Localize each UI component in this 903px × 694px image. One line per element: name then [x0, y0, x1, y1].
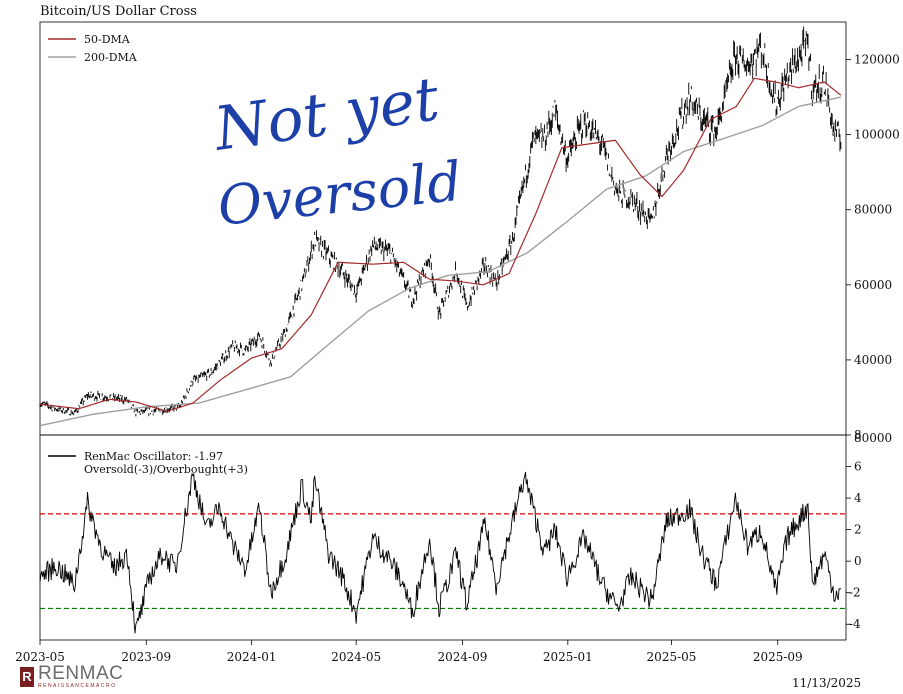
- legend-osc-label: RenMac Oscillator: -1.97: [84, 450, 223, 463]
- xtick-label: 2024-09: [437, 650, 487, 664]
- oscillator-legend: RenMac Oscillator: -1.97Oversold(-3)/Ove…: [48, 450, 248, 476]
- xtick-label: 2025-05: [647, 650, 697, 664]
- annotation-line-1: Not yet: [208, 64, 444, 165]
- price-ytick-label: 60000: [854, 278, 892, 292]
- osc-ytick-label: 2: [854, 523, 862, 537]
- oscillator-line: [39, 471, 842, 634]
- legend-band-label: Oversold(-3)/Overbought(+3): [84, 463, 248, 476]
- legend-dma200-label: 200-DMA: [84, 51, 138, 64]
- osc-ytick-label: -2: [849, 586, 861, 600]
- price-legend: 50-DMA 200-DMA: [48, 33, 138, 64]
- xtick-label: 2023-09: [121, 650, 171, 664]
- osc-ytick-label: -4: [849, 617, 861, 631]
- annotation-line-2: Oversold: [215, 150, 465, 238]
- xtick-label: 2024-05: [331, 650, 381, 664]
- xtick-label: 2025-09: [753, 650, 803, 664]
- xtick-label: 2023-05: [15, 650, 65, 664]
- price-ytick-label: 40000: [854, 353, 892, 367]
- price-panel: 40000 60000 80000 100000 120000 80000 50-DMA 20…: [39, 21, 900, 445]
- legend-dma50-label: 50-DMA: [84, 33, 131, 46]
- logo-sub-text: RENAISSANCEMACRO: [38, 683, 117, 689]
- handwritten-annotation: Not yet Oversold: [208, 64, 464, 238]
- osc-ytick-label: 0: [854, 554, 862, 568]
- osc-ytick-label: 4: [854, 491, 862, 505]
- oscillator-panel: -4 -2 0 2 4 6 8 RenMac Oscillator: -1.97Oversol…: [39, 428, 862, 641]
- xtick-label: 2024-01: [227, 650, 277, 664]
- chart-date: 11/13/2025: [792, 676, 862, 690]
- price-series: [39, 26, 842, 417]
- osc-ytick-label: 6: [854, 460, 862, 474]
- logo-main-text: RENMAC: [38, 663, 124, 684]
- price-ytick-label: 80000: [854, 431, 892, 445]
- price-ytick-label: 120000: [854, 53, 900, 67]
- logo-mark: R: [20, 666, 34, 687]
- oscillator-frame: [39, 434, 847, 641]
- dma200-line: [39, 96, 841, 427]
- dma50-line: [39, 77, 842, 412]
- renmac-logo: R RENMAC RENAISSANCEMACRO: [20, 664, 123, 689]
- xtick-label: 2025-01: [543, 650, 593, 664]
- price-ytick-label: 100000: [854, 128, 900, 142]
- osc-ytick-label: 8: [854, 428, 862, 442]
- chart-title: Bitcoin/US Dollar Cross: [40, 4, 197, 19]
- price-ytick-label: 80000: [854, 203, 892, 217]
- x-axis: 2023-05 2023-09 2024-01 2024-05 2024-09 2025-…: [15, 640, 803, 664]
